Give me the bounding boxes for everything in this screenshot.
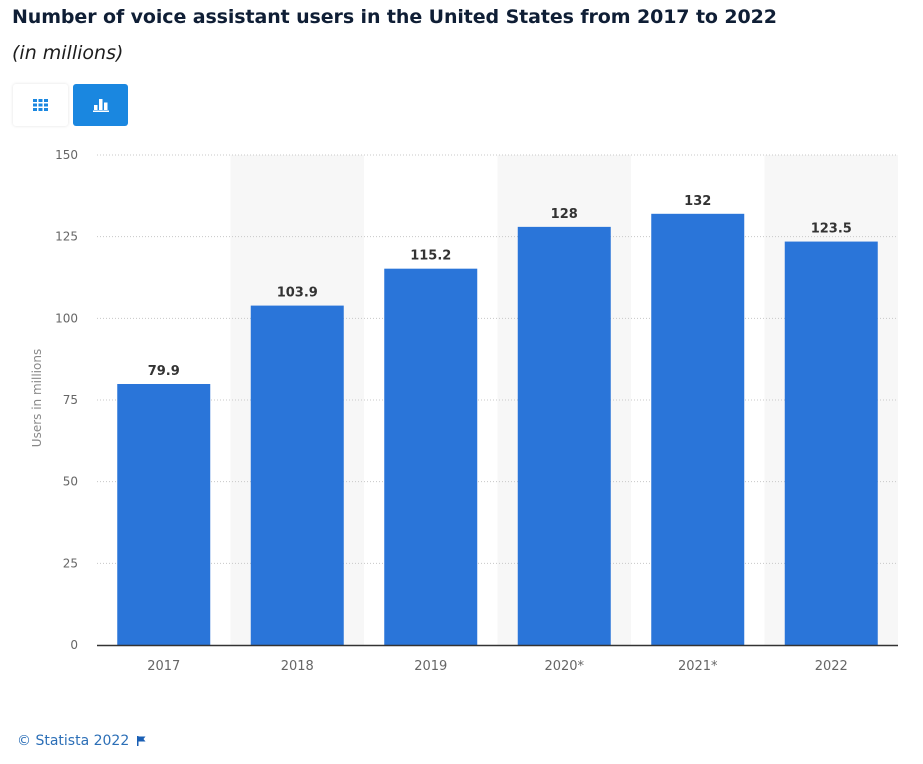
bar[interactable] bbox=[517, 226, 611, 645]
y-tick-label: 75 bbox=[63, 393, 78, 407]
chart-subtitle: (in millions) bbox=[12, 42, 124, 64]
y-tick-label: 150 bbox=[55, 148, 78, 162]
value-label: 115.2 bbox=[410, 249, 451, 264]
bar-chart: 79.9 103.9 115.2 128 132 123.5 2017 2018 2019 20… bbox=[30, 148, 898, 674]
bar[interactable] bbox=[250, 305, 344, 645]
x-tick-label: 2021* bbox=[678, 659, 718, 674]
bar[interactable] bbox=[384, 268, 478, 645]
copyright-link[interactable]: © Statista 2022 bbox=[17, 733, 130, 749]
flag-icon[interactable] bbox=[137, 736, 146, 746]
chart-view-button[interactable] bbox=[73, 84, 128, 126]
value-label: 128 bbox=[551, 207, 578, 222]
table-grid-icon bbox=[33, 99, 48, 111]
bar-chart-icon bbox=[92, 99, 109, 112]
footer: © Statista 2022 bbox=[17, 733, 146, 749]
x-tick-label: 2020* bbox=[544, 659, 584, 674]
bar[interactable] bbox=[117, 383, 211, 645]
x-tick-label: 2018 bbox=[281, 659, 314, 674]
y-tick-label: 0 bbox=[70, 638, 78, 652]
bar[interactable] bbox=[651, 213, 745, 646]
value-label: 132 bbox=[684, 194, 711, 209]
y-axis-label: Users in millions bbox=[30, 349, 44, 447]
value-label: 123.5 bbox=[811, 222, 852, 237]
bar[interactable] bbox=[784, 241, 878, 646]
x-tick-label: 2022 bbox=[815, 659, 848, 674]
value-label: 79.9 bbox=[148, 364, 180, 379]
table-view-button[interactable] bbox=[13, 84, 68, 126]
chart-title: Number of voice assistant users in the U… bbox=[12, 6, 777, 28]
x-tick-label: 2019 bbox=[414, 659, 447, 674]
y-tick-label: 100 bbox=[55, 311, 78, 325]
y-tick-label: 25 bbox=[63, 556, 78, 570]
y-tick-label: 125 bbox=[55, 230, 78, 244]
value-label: 103.9 bbox=[277, 286, 318, 301]
y-tick-label: 50 bbox=[63, 475, 78, 489]
x-tick-label: 2017 bbox=[147, 659, 180, 674]
